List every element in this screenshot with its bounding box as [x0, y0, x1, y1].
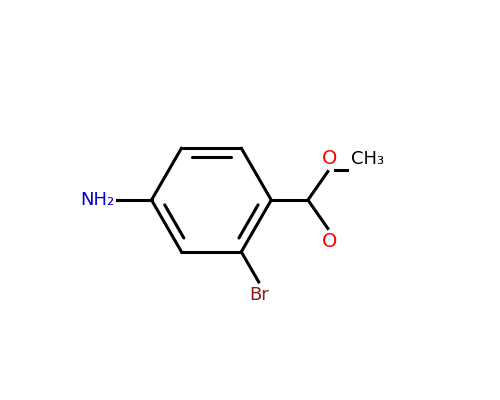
Text: NH₂: NH₂ [80, 191, 115, 209]
Text: O: O [322, 150, 337, 168]
Text: Br: Br [249, 286, 268, 304]
Text: CH₃: CH₃ [351, 150, 384, 168]
Text: O: O [322, 232, 338, 250]
